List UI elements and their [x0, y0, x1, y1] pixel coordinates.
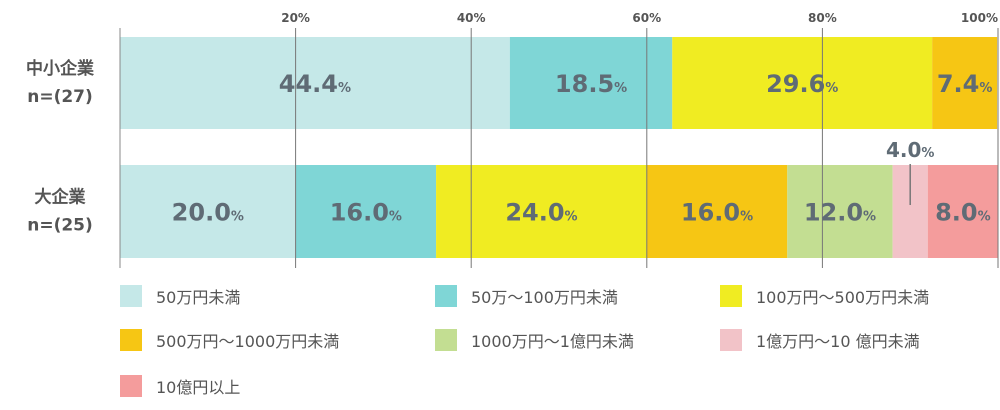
- data-label: 7.4%: [937, 70, 993, 98]
- data-label: 29.6%: [766, 70, 838, 98]
- data-label: 16.0%: [330, 199, 402, 227]
- legend-label: 1億万円～10 億円未満: [756, 332, 920, 351]
- bar-segment: [787, 165, 893, 258]
- legend-swatch: [720, 285, 742, 307]
- x-tick-label: 100%: [961, 11, 998, 25]
- data-label: 4.0%: [886, 138, 934, 162]
- bar-segment: [932, 37, 998, 129]
- legend-label: 10億円以上: [156, 378, 241, 397]
- data-label: 18.5%: [555, 70, 627, 98]
- legend-swatch: [120, 285, 142, 307]
- legend-label: 100万円～500万円未満: [756, 288, 930, 307]
- bar-segment: [120, 165, 296, 258]
- data-label: 8.0%: [935, 199, 991, 227]
- legend-swatch: [120, 375, 142, 397]
- bar-segment: [509, 37, 673, 129]
- legend-label: 1000万円～1億円未満: [471, 332, 634, 351]
- legend-swatch: [435, 329, 457, 351]
- category-n-label: n=(27): [27, 87, 93, 107]
- legend-item: 10億円以上: [120, 375, 240, 397]
- legend-item: 50万～100万円未満: [435, 285, 618, 307]
- category-label: 中小企業: [26, 58, 94, 79]
- bar-segment: [672, 37, 933, 129]
- bar-segment: [295, 165, 437, 258]
- legend-label: 50万～100万円未満: [471, 288, 618, 307]
- x-tick-label: 80%: [808, 11, 837, 25]
- category-n-label: n=(25): [27, 216, 93, 236]
- legend-item: 500万円～1000万円未満: [120, 329, 339, 351]
- legend-swatch: [120, 329, 142, 351]
- data-label: 44.4%: [279, 70, 351, 98]
- legend-item: 50万円未満: [120, 285, 240, 307]
- legend-label: 500万円～1000万円未満: [156, 332, 340, 351]
- legend-swatch: [435, 285, 457, 307]
- legend-label: 50万円未満: [156, 288, 241, 307]
- data-label: 12.0%: [804, 199, 876, 227]
- legend-item: 1000万円～1億円未満: [435, 329, 634, 351]
- data-label: 20.0%: [172, 199, 244, 227]
- legend-item: 100万円～500万円未満: [720, 285, 929, 307]
- bar-segment: [927, 165, 998, 258]
- category-label: 大企業: [35, 187, 86, 208]
- data-label: 16.0%: [681, 199, 753, 227]
- x-tick-label: 20%: [281, 11, 310, 25]
- x-tick-label: 40%: [457, 11, 486, 25]
- legend-item: 1億万円～10 億円未満: [720, 329, 920, 351]
- x-tick-label: 60%: [632, 11, 661, 25]
- legend-swatch: [720, 329, 742, 351]
- data-label: 24.0%: [505, 199, 577, 227]
- bar-segment: [120, 37, 510, 129]
- bar-segment: [646, 165, 788, 258]
